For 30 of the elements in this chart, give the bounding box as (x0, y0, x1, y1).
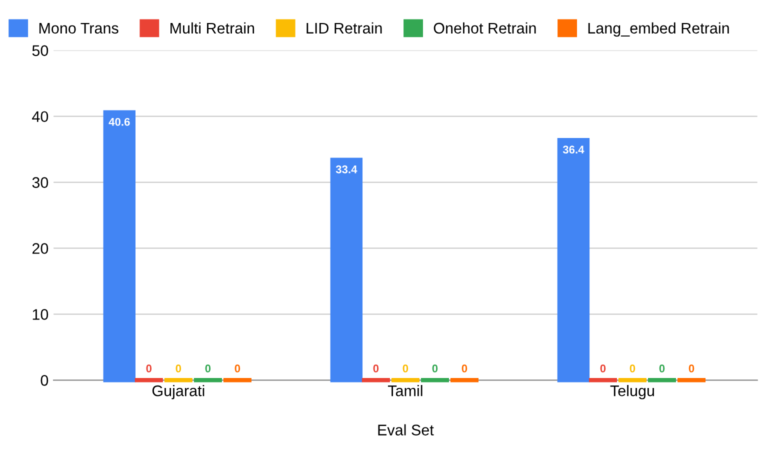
y-tick-label: 10 (32, 309, 48, 320)
legend-label: Mono Trans (39, 22, 118, 34)
data-label: 0 (176, 364, 182, 372)
data-label: 0 (659, 364, 665, 372)
x-tick-label: Gujarati (152, 385, 204, 400)
data-label: 0 (630, 364, 636, 372)
legend-label: Lang_embed Retrain (588, 22, 729, 37)
x-tick-label: Tamil (388, 385, 422, 396)
legend-label: Onehot Retrain (434, 22, 536, 34)
data-label: 33.4 (336, 165, 358, 174)
legend-label: Multi Retrain (170, 22, 254, 34)
data-label: 0 (146, 364, 152, 372)
y-tick-label: 0 (40, 375, 48, 386)
data-label: 0 (402, 364, 408, 372)
y-tick-label: 50 (32, 45, 48, 56)
data-label: 36.4 (562, 146, 584, 154)
data-label: 0 (234, 364, 240, 372)
x-tick-label: Telugu (610, 385, 654, 400)
y-tick-label: 40 (32, 111, 48, 122)
data-label: 0 (373, 364, 379, 372)
data-label: 0 (432, 364, 438, 372)
data-label: 0 (462, 364, 468, 372)
data-label: 40.6 (108, 118, 130, 126)
data-label: 0 (600, 364, 606, 372)
y-tick-label: 30 (32, 177, 48, 188)
y-tick-label: 20 (32, 243, 48, 254)
x-axis-title: Eval Set (378, 424, 434, 436)
legend-label: LID Retrain (306, 22, 382, 34)
data-label: 0 (688, 364, 694, 372)
data-label: 0 (205, 364, 211, 372)
